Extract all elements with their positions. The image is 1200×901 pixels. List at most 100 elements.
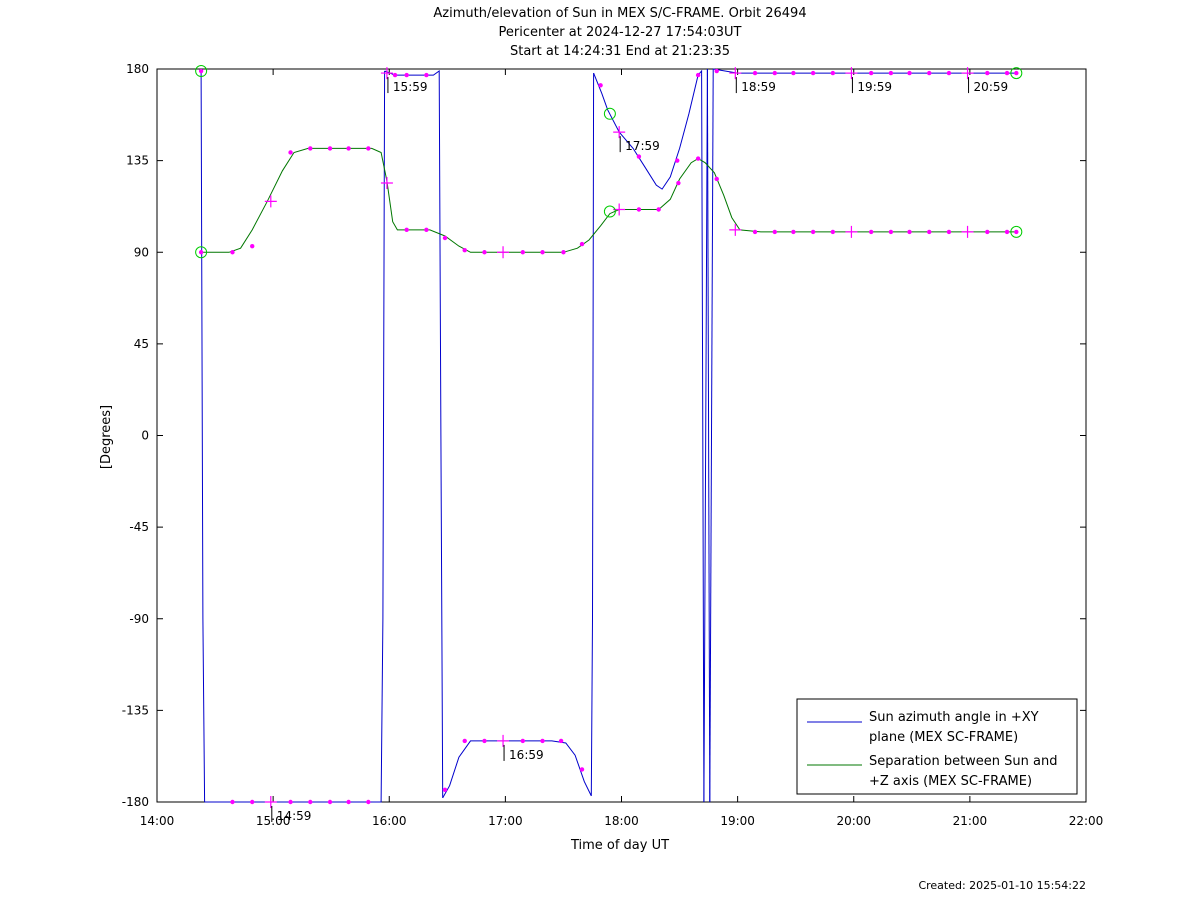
y-tick-label: -90: [129, 612, 149, 626]
separation-marker: [230, 250, 235, 255]
separation-marker: [772, 229, 777, 235]
legend: Sun azimuth angle in +XY plane (MEX SC-F…: [796, 698, 1078, 795]
separation-marker: [695, 156, 701, 161]
azimuth-marker: [772, 70, 777, 76]
separation-marker: [946, 229, 952, 235]
separation-marker: [346, 146, 351, 151]
azimuth-marker: [1014, 70, 1019, 76]
legend-label-azimuth-line2: plane (MEX SC-FRAME): [869, 730, 1018, 745]
azimuth-hour-cross: [613, 126, 626, 139]
separation-marker: [927, 229, 932, 235]
y-axis-label: [Degrees]: [99, 405, 114, 469]
separation-marker: [288, 150, 293, 155]
x-tick-label: 15:00: [256, 814, 291, 828]
separation-marker: [810, 229, 816, 235]
x-tick-label: 14:00: [140, 814, 175, 828]
chart-subtitle-interval: Start at 14:24:31 End at 21:23:35: [510, 44, 730, 59]
plot-frame: [156, 68, 1087, 803]
x-tick-label: 18:00: [604, 814, 639, 828]
azimuth-line-segment: [384, 70, 444, 798]
separation-marker: [482, 250, 487, 255]
legend-label-azimuth-line1: Sun azimuth angle in +XY: [869, 710, 1039, 725]
azimuth-marker: [907, 70, 912, 76]
separation-marker: [540, 250, 545, 255]
azimuth-hour-cross: [264, 796, 277, 808]
separation-marker: [404, 227, 409, 233]
separation-hour-cross: [380, 177, 393, 190]
azimuth-marker: [482, 738, 487, 744]
azimuth-line-segment: [200, 70, 206, 803]
axis-ticks: 14:00 15:00 16:00 17:00 18:00 19:00 20:00 21:00…: [122, 62, 1104, 828]
separation-marker: [907, 229, 912, 235]
y-tick-label: -135: [122, 703, 149, 717]
y-tick-label: 90: [134, 245, 149, 259]
endpoint-circle: [603, 205, 616, 218]
separation-marker: [308, 146, 313, 151]
azimuth-line-segment: [593, 69, 705, 803]
separation-line-segment: [201, 147, 1017, 253]
azimuth-marker: [598, 83, 603, 88]
separation-marker: [888, 229, 894, 235]
x-axis-label: Time of day UT: [570, 838, 669, 853]
separation-marker: [520, 250, 525, 255]
azimuth-marker: [868, 70, 874, 76]
separation-marker: [868, 229, 874, 235]
endpoint-circle: [1010, 67, 1023, 80]
series-lines: [200, 68, 1017, 803]
azimuth-marker: [714, 68, 719, 74]
azimuth-marker: [791, 70, 796, 76]
azimuth-marker: [520, 738, 525, 744]
azimuth-marker: [462, 738, 467, 744]
separation-marker: [442, 235, 448, 241]
plot-area: 14:00 15:00 16:00 17:00 18:00 19:00 20:00 21:00…: [122, 62, 1104, 828]
x-tick-label: 17:00: [488, 814, 523, 828]
y-tick-label: 135: [126, 154, 149, 168]
azimuth-marker: [558, 738, 564, 744]
separation-hour-cross: [961, 225, 974, 238]
separation-marker: [636, 207, 642, 212]
azimuth-marker: [392, 72, 398, 78]
separation-marker: [462, 248, 467, 253]
azimuth-marker: [985, 70, 990, 76]
created-timestamp: Created: 2025-01-10 15:54:22: [918, 879, 1086, 892]
annotation-label: 14:59: [277, 809, 312, 823]
azimuth-marker: [404, 72, 409, 78]
endpoint-circle: [195, 246, 208, 259]
azimuth-marker: [540, 738, 545, 744]
annotation-label: 16:59: [509, 748, 544, 762]
separation-hour-cross: [845, 225, 858, 238]
azimuth-marker: [579, 767, 585, 772]
azimuth-marker: [927, 70, 932, 76]
azimuth-marker: [695, 72, 701, 78]
separation-marker: [830, 229, 836, 235]
azimuth-line-segment: [204, 70, 386, 803]
annotation-label: 15:59: [393, 80, 428, 94]
azimuth-hour-cross: [845, 67, 858, 80]
azimuth-marker: [675, 158, 680, 163]
y-tick-label: 180: [126, 62, 149, 76]
azimuth-marker: [327, 799, 333, 805]
legend-label-separation-line2: +Z axis (MEX SC-FRAME): [869, 774, 1032, 789]
azimuth-line-segment: [706, 68, 711, 803]
azimuth-hour-cross: [380, 67, 393, 80]
y-tick-label: 45: [134, 337, 149, 351]
azimuth-hour-cross: [497, 734, 510, 747]
separation-marker: [676, 180, 681, 186]
azimuth-line-segment: [442, 73, 595, 799]
y-tick-label: -180: [122, 795, 149, 809]
annotation-label: 20:59: [974, 80, 1009, 94]
azimuth-marker: [308, 799, 313, 805]
azimuth-marker: [346, 799, 351, 805]
separation-marker: [561, 250, 566, 255]
separation-marker: [752, 229, 758, 235]
endpoint-circle: [195, 65, 208, 78]
separation-marker: [714, 176, 719, 182]
azimuth-marker: [198, 68, 204, 74]
separation-marker: [327, 146, 333, 151]
separation-marker: [424, 227, 429, 233]
chart-subtitle-pericenter: Pericenter at 2024-12-27 17:54:03UT: [498, 25, 741, 40]
azimuth-marker: [636, 154, 642, 159]
azimuth-marker: [424, 72, 429, 78]
azimuth-marker: [366, 799, 371, 805]
